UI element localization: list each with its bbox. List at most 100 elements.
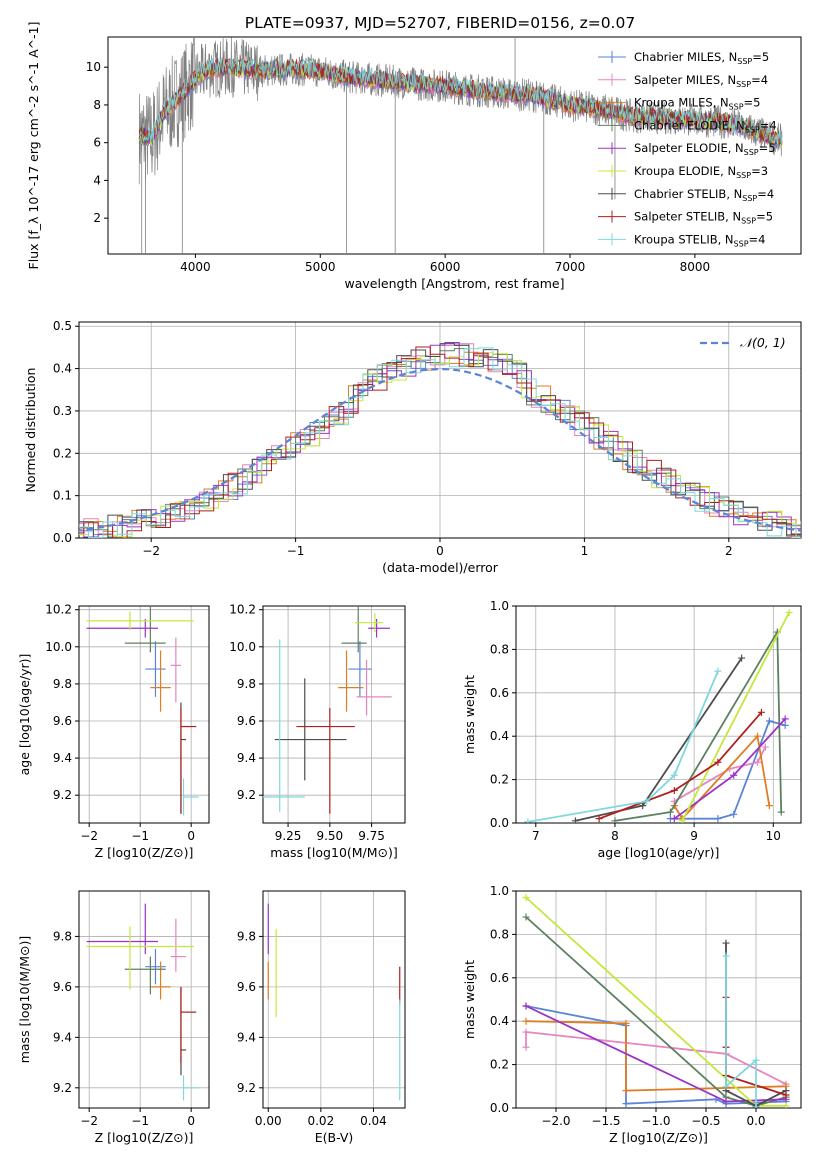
spectrum-legend: Chabrier MILES, NSSP=5 Salpeter MILES, NS… xyxy=(598,50,777,248)
legend-entry: Chabrier ELODIE, NSSP=4 xyxy=(634,118,777,134)
mass-weight-marker xyxy=(782,1102,790,1108)
x-axis-label: Z [log10(Z/Z⊙)] xyxy=(95,845,194,860)
legend-entry: Salpeter STELIB, NSSP=5 xyxy=(634,210,773,226)
y-tick-label: 1.0 xyxy=(490,599,509,613)
y-tick-label: 9.8 xyxy=(53,677,72,691)
x-tick-label: 9.75 xyxy=(358,829,385,843)
legend-entry: Chabrier MILES, NSSP=5 xyxy=(634,50,769,66)
mass-weight-marker xyxy=(670,771,678,779)
mass-weight-marker xyxy=(522,1028,530,1036)
y-tick-label: 9.8 xyxy=(237,677,256,691)
x-tick-label: 7 xyxy=(532,829,540,843)
y-tick-label: 0.8 xyxy=(490,642,509,656)
mass-weight-marker xyxy=(781,715,789,723)
mass-weight-marker xyxy=(782,1091,790,1099)
mass-weight-marker xyxy=(678,817,686,823)
residual-histogram xyxy=(79,351,801,532)
y-axis-label: mass [log10(M/M⊙)] xyxy=(17,936,32,1064)
legend-entry: Salpeter ELODIE, NSSP=5 xyxy=(634,141,776,157)
mass-weight-marker xyxy=(765,717,773,725)
mass-weight-marker xyxy=(730,771,738,779)
x-tick-label: 9 xyxy=(690,829,698,843)
legend-entry: Kroupa MILES, NSSP=5 xyxy=(634,96,760,112)
mass-weight-marker xyxy=(722,952,730,960)
mass-weight-marker xyxy=(752,1056,760,1064)
x-tick-label: −1 xyxy=(131,1114,149,1128)
age_vs_Z-points xyxy=(86,606,199,816)
age_vs_mass-axes: 9.25 9.50 9.75 9.2 9.4 9.6 9.8 10.0 10.2 mass [lo… xyxy=(229,603,406,860)
mass-weight-marker xyxy=(714,758,722,766)
x-tick-label: 7000 xyxy=(555,260,586,274)
y-tick-label: 0.4 xyxy=(53,362,72,376)
residual-histogram xyxy=(79,346,801,538)
y-tick-label: 0.2 xyxy=(490,1058,509,1072)
y-tick-label: 0.0 xyxy=(53,531,72,545)
age_vs_mass-points xyxy=(263,606,392,814)
mass-weight-line xyxy=(525,1020,787,1092)
gaussian-curve xyxy=(79,367,801,532)
x-tick-label: 6000 xyxy=(430,260,461,274)
y-tick-label: 9.4 xyxy=(53,751,72,765)
figure-title: PLATE=0937, MJD=52707, FIBERID=0156, z=0… xyxy=(245,14,635,32)
y-tick-label: 10.0 xyxy=(229,640,256,654)
legend-entry: Kroupa STELIB, NSSP=4 xyxy=(634,232,765,248)
y-tick-label: 0.1 xyxy=(53,489,72,503)
y-tick-label: 9.4 xyxy=(237,751,256,765)
y-tick-label: 9.4 xyxy=(53,1030,72,1044)
mass-weight-marker xyxy=(752,1103,760,1108)
x-tick-label: 9.25 xyxy=(275,829,302,843)
mass-weight-marker xyxy=(722,1082,730,1090)
massweight_vs_Z-axes: −2.0 −1.5 −1.0 −0.5 0.0 0.0 0.2 0.4 0.6 0.8 1.0 Z [… xyxy=(462,884,802,1145)
x-tick-label: 0 xyxy=(187,829,195,843)
spectrum-lines xyxy=(138,37,783,254)
x-tick-label: 9.50 xyxy=(316,829,343,843)
axes-frame xyxy=(515,890,802,1109)
x-tick-label: −0.5 xyxy=(691,1114,720,1128)
x-axis-label: age [log10(age/yr)] xyxy=(598,845,720,860)
legend-entry: Kroupa ELODIE, NSSP=3 xyxy=(634,164,768,180)
y-axis-label: mass weight xyxy=(462,960,477,1039)
mass-weight-marker xyxy=(738,654,746,662)
massweight_vs_Z-series xyxy=(522,894,790,1108)
x-tick-label: 0 xyxy=(436,544,444,558)
observed-spectrum xyxy=(138,37,783,185)
mass-weight-marker xyxy=(643,797,651,805)
y-tick-label: 10.2 xyxy=(45,603,72,617)
y-tick-label: 0.8 xyxy=(490,927,509,941)
x-tick-label: −2 xyxy=(80,829,98,843)
mass_vs_Z-points xyxy=(86,903,199,1101)
y-tick-label: 0.3 xyxy=(53,404,72,418)
x-tick-label: 0 xyxy=(187,1114,195,1128)
mass-weight-marker xyxy=(722,1097,730,1105)
residual-histogram xyxy=(79,347,801,538)
x-tick-label: 0.00 xyxy=(255,1114,282,1128)
y-tick-label: 0.6 xyxy=(490,971,509,985)
mass-weight-marker xyxy=(781,721,789,729)
mass-weight-marker xyxy=(622,1019,630,1027)
x-tick-label: 0.02 xyxy=(307,1114,334,1128)
y-axis-label: Flux [f_λ 10^-17 erg cm^-2 s^-1 A^-1] xyxy=(26,22,41,270)
x-tick-label: 0.04 xyxy=(360,1114,387,1128)
x-tick-label: 5000 xyxy=(305,260,336,274)
y-tick-label: 9.2 xyxy=(53,1081,72,1095)
y-tick-label: 0.4 xyxy=(490,1014,509,1028)
y-tick-label: 10.0 xyxy=(45,640,72,654)
massweight_vs_age-series xyxy=(524,609,793,823)
y-tick-label: 1.0 xyxy=(490,884,509,898)
spectrum-axes: 4000 5000 6000 7000 8000 2 4 6 8 10 wavelength [An… xyxy=(26,22,802,291)
y-tick-label: 8 xyxy=(93,98,101,112)
mass-weight-line xyxy=(527,670,719,823)
mass-weight-marker xyxy=(595,815,603,823)
mass-weight-marker xyxy=(785,609,793,617)
mass-weight-marker xyxy=(670,786,678,794)
y-tick-label: 2 xyxy=(93,211,101,225)
mass-weight-marker xyxy=(524,818,532,823)
mass-weight-marker xyxy=(714,667,722,675)
mass-weight-marker xyxy=(622,1087,630,1095)
x-tick-label: 0.0 xyxy=(746,1114,765,1128)
axes-frame xyxy=(78,605,210,824)
mass-weight-marker xyxy=(714,815,722,823)
y-tick-label: 6 xyxy=(93,136,101,150)
x-tick-label: 8 xyxy=(611,829,619,843)
